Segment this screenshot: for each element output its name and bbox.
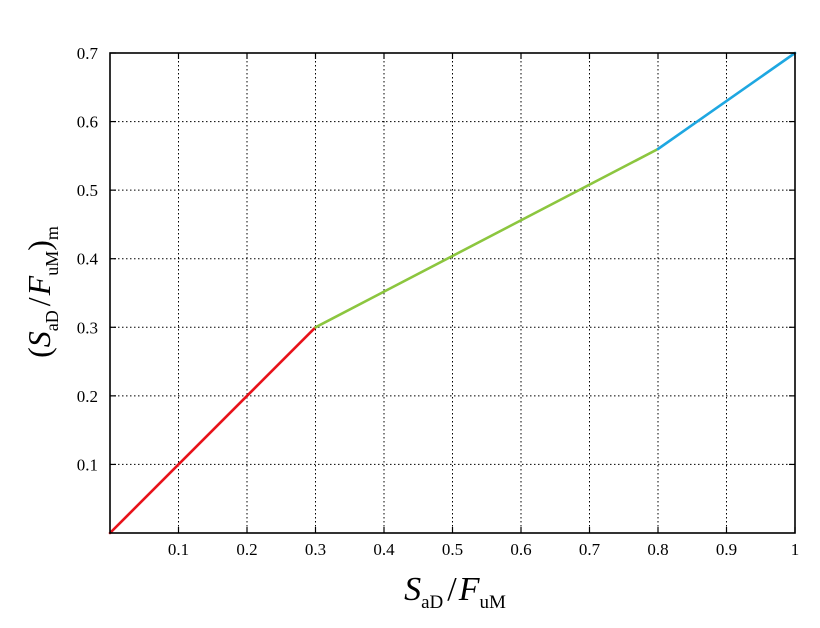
y-axis-label: (SaD/FuM)m: [21, 226, 62, 358]
series-line-3: [656, 51, 797, 151]
y-tick-label: 0.6: [77, 113, 98, 132]
y-tick-label: 0.7: [77, 44, 99, 63]
y-tick-label: 0.4: [77, 250, 99, 269]
y-tick-label: 0.3: [77, 318, 98, 337]
x-axis-label: SaD/FuM: [404, 571, 506, 613]
x-tick-label: 0.6: [510, 540, 531, 559]
y-tick-label: 0.1: [77, 455, 98, 474]
series-layer: [108, 51, 797, 535]
x-tick-label: 0.4: [373, 540, 395, 559]
x-tick-label: 0.2: [236, 540, 257, 559]
y-tick-label: 0.5: [77, 181, 98, 200]
x-tick-label: 0.1: [168, 540, 189, 559]
x-tick-label: 0.5: [442, 540, 463, 559]
series-line-1: [108, 325, 317, 535]
x-tick-label: 1: [791, 540, 800, 559]
axis-ticks: 0.1 0.2 0.3 0.4 0.5 0.6 0.7 0.8 0.9 1 0.1 0.2 0.3 0.4…: [77, 44, 800, 559]
x-tick-label: 0.3: [305, 540, 326, 559]
x-tick-label: 0.7: [579, 540, 601, 559]
grid-lines: [110, 53, 795, 533]
series-line-2: [314, 147, 660, 329]
x-tick-label: 0.9: [716, 540, 737, 559]
x-tick-label: 0.8: [647, 540, 668, 559]
y-tick-label: 0.2: [77, 387, 98, 406]
